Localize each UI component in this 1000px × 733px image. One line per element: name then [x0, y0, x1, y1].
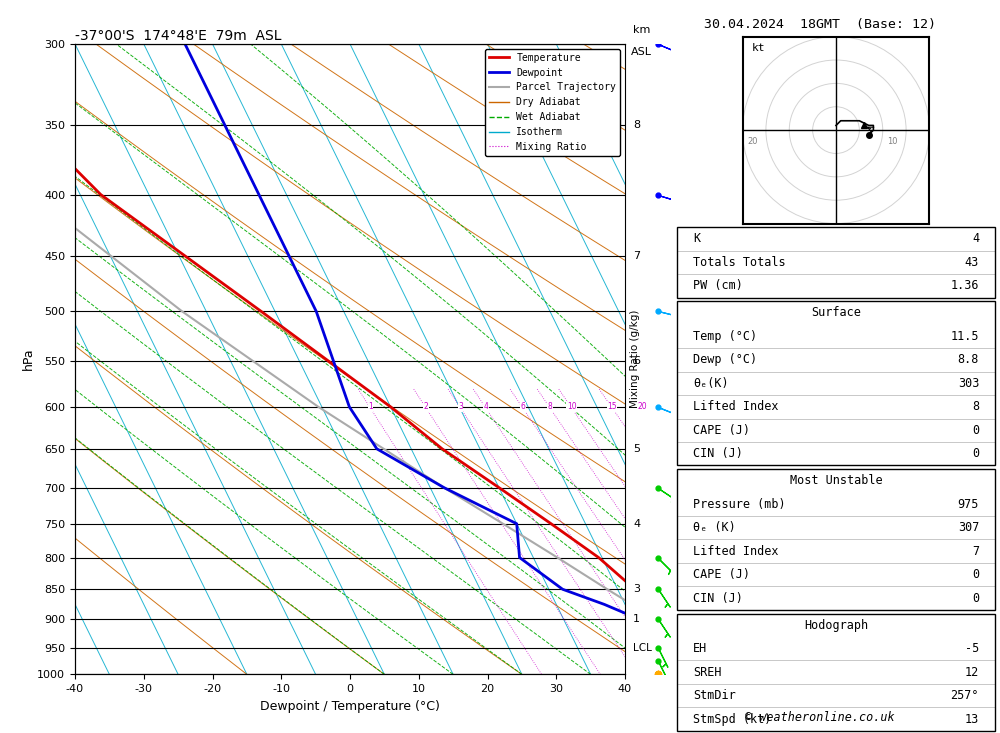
- Text: 2: 2: [424, 402, 428, 411]
- Text: kt: kt: [752, 43, 765, 53]
- Text: 975: 975: [958, 498, 979, 511]
- Text: θₑ(K): θₑ(K): [693, 377, 729, 390]
- Text: 4: 4: [972, 232, 979, 246]
- Text: K: K: [693, 232, 700, 246]
- Text: ASL: ASL: [631, 47, 652, 57]
- Text: Totals Totals: Totals Totals: [693, 256, 786, 269]
- Text: Surface: Surface: [811, 306, 861, 320]
- Text: 12: 12: [965, 666, 979, 679]
- Text: 11.5: 11.5: [951, 330, 979, 343]
- Text: 8: 8: [972, 400, 979, 413]
- Text: 10: 10: [887, 137, 898, 146]
- Text: Most Unstable: Most Unstable: [790, 474, 882, 487]
- Text: 4: 4: [483, 402, 488, 411]
- Text: Temp (°C): Temp (°C): [693, 330, 757, 343]
- Text: 43: 43: [965, 256, 979, 269]
- Text: Hodograph: Hodograph: [804, 619, 868, 632]
- Text: 3: 3: [458, 402, 463, 411]
- Text: CIN (J): CIN (J): [693, 592, 743, 605]
- Text: 307: 307: [958, 521, 979, 534]
- Text: LCL: LCL: [633, 643, 652, 652]
- X-axis label: Dewpoint / Temperature (°C): Dewpoint / Temperature (°C): [260, 699, 440, 712]
- Legend: Temperature, Dewpoint, Parcel Trajectory, Dry Adiabat, Wet Adiabat, Isotherm, Mi: Temperature, Dewpoint, Parcel Trajectory…: [485, 49, 620, 156]
- Text: 0: 0: [972, 447, 979, 460]
- Text: 7: 7: [633, 251, 640, 261]
- Text: 3: 3: [633, 584, 640, 594]
- Text: CAPE (J): CAPE (J): [693, 568, 750, 581]
- Text: 7: 7: [972, 545, 979, 558]
- Text: km: km: [633, 24, 650, 34]
- Text: 8: 8: [548, 402, 552, 411]
- Text: StmDir: StmDir: [693, 689, 736, 702]
- Text: 1: 1: [368, 402, 373, 411]
- Text: 257°: 257°: [951, 689, 979, 702]
- Text: 8: 8: [633, 119, 640, 130]
- Text: 1: 1: [633, 614, 640, 625]
- Text: -37°00'S  174°48'E  79m  ASL: -37°00'S 174°48'E 79m ASL: [75, 29, 282, 43]
- Text: 6: 6: [633, 356, 640, 366]
- Text: CAPE (J): CAPE (J): [693, 424, 750, 437]
- Text: © weatheronline.co.uk: © weatheronline.co.uk: [745, 711, 895, 724]
- Text: 0: 0: [972, 568, 979, 581]
- Text: θₑ (K): θₑ (K): [693, 521, 736, 534]
- Text: Dewp (°C): Dewp (°C): [693, 353, 757, 366]
- Text: 0: 0: [972, 592, 979, 605]
- Text: Mixing Ratio (g/kg): Mixing Ratio (g/kg): [630, 310, 640, 408]
- Text: 0: 0: [972, 424, 979, 437]
- Text: Pressure (mb): Pressure (mb): [693, 498, 786, 511]
- Text: 30.04.2024  18GMT  (Base: 12): 30.04.2024 18GMT (Base: 12): [704, 18, 936, 32]
- Text: 4: 4: [633, 519, 640, 528]
- Text: 5: 5: [633, 443, 640, 454]
- Text: 10: 10: [567, 402, 576, 411]
- Y-axis label: hPa: hPa: [21, 348, 34, 370]
- Text: 6: 6: [520, 402, 525, 411]
- Text: 303: 303: [958, 377, 979, 390]
- Text: 20: 20: [637, 402, 647, 411]
- Text: -5: -5: [965, 642, 979, 655]
- Text: PW (cm): PW (cm): [693, 279, 743, 292]
- Text: 8.8: 8.8: [958, 353, 979, 366]
- Text: EH: EH: [693, 642, 707, 655]
- Text: StmSpd (kt): StmSpd (kt): [693, 712, 771, 726]
- Text: 1.36: 1.36: [951, 279, 979, 292]
- Text: SREH: SREH: [693, 666, 721, 679]
- Text: CIN (J): CIN (J): [693, 447, 743, 460]
- Text: Lifted Index: Lifted Index: [693, 400, 778, 413]
- Text: 13: 13: [965, 712, 979, 726]
- Text: 20: 20: [747, 137, 758, 146]
- Text: Lifted Index: Lifted Index: [693, 545, 778, 558]
- Text: 15: 15: [607, 402, 617, 411]
